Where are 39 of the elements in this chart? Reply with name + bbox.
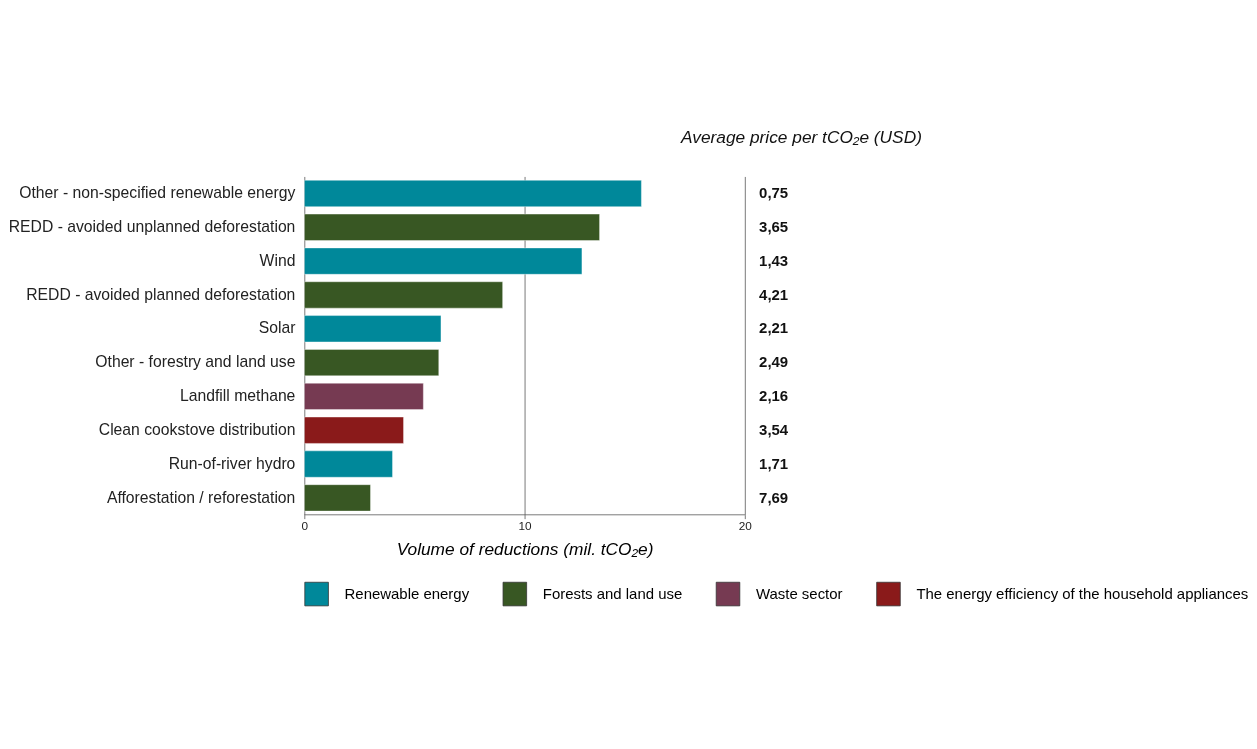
bar: [304, 450, 393, 478]
text: 4,21: [759, 285, 789, 303]
bar: [304, 416, 404, 444]
y-tick-label: Landfill methane: [180, 387, 296, 405]
y-tick-label: REDD - avoided planned deforestation: [26, 285, 296, 303]
x-tick-label: 10: [518, 519, 533, 533]
text: Average price per tCO₂e (USD): [680, 126, 922, 147]
y-tick-label: Solar: [258, 319, 296, 337]
y-tick-label: Wind: [259, 251, 296, 269]
y-tick-label: REDD - avoided unplanned deforestation: [8, 218, 296, 236]
text: 2,49: [759, 353, 789, 371]
text: 2,16: [759, 387, 789, 405]
x-tick-label: 20: [738, 519, 753, 533]
bar: [304, 349, 439, 376]
y-tick-label: Other - non-specified renewable energy: [19, 184, 296, 202]
y-tick-label: Run-of-river hydro: [168, 454, 296, 472]
bar: [304, 315, 442, 343]
y-tick-label: Clean cookstove distribution: [98, 420, 296, 438]
bar: [304, 484, 371, 512]
text: 3,54: [759, 420, 789, 438]
bar: [304, 180, 642, 207]
legend-label: Forests and land use: [542, 584, 683, 602]
text: 1,71: [759, 454, 789, 472]
bar: [304, 383, 424, 410]
legend-label: Waste sector: [755, 584, 843, 602]
text: 2,21: [759, 319, 789, 337]
bar: [304, 247, 583, 275]
x-axis-title: Volume of reductions (mil. tCO₂e): [396, 539, 654, 560]
y-tick-label: Other - forestry and land use: [95, 353, 296, 371]
legend-label: Renewable energy: [344, 584, 470, 602]
bar: [304, 281, 503, 309]
text: 3,65: [759, 218, 789, 236]
legend-label: The energy efficiency of the household appliances: [916, 584, 1249, 602]
x-tick-label: 0: [301, 519, 309, 533]
text: 0,75: [759, 184, 789, 202]
bar: [304, 213, 600, 241]
text: 1,43: [759, 251, 789, 269]
y-tick-label: Afforestation / reforestation: [106, 488, 296, 506]
text: 7,69: [759, 488, 789, 506]
